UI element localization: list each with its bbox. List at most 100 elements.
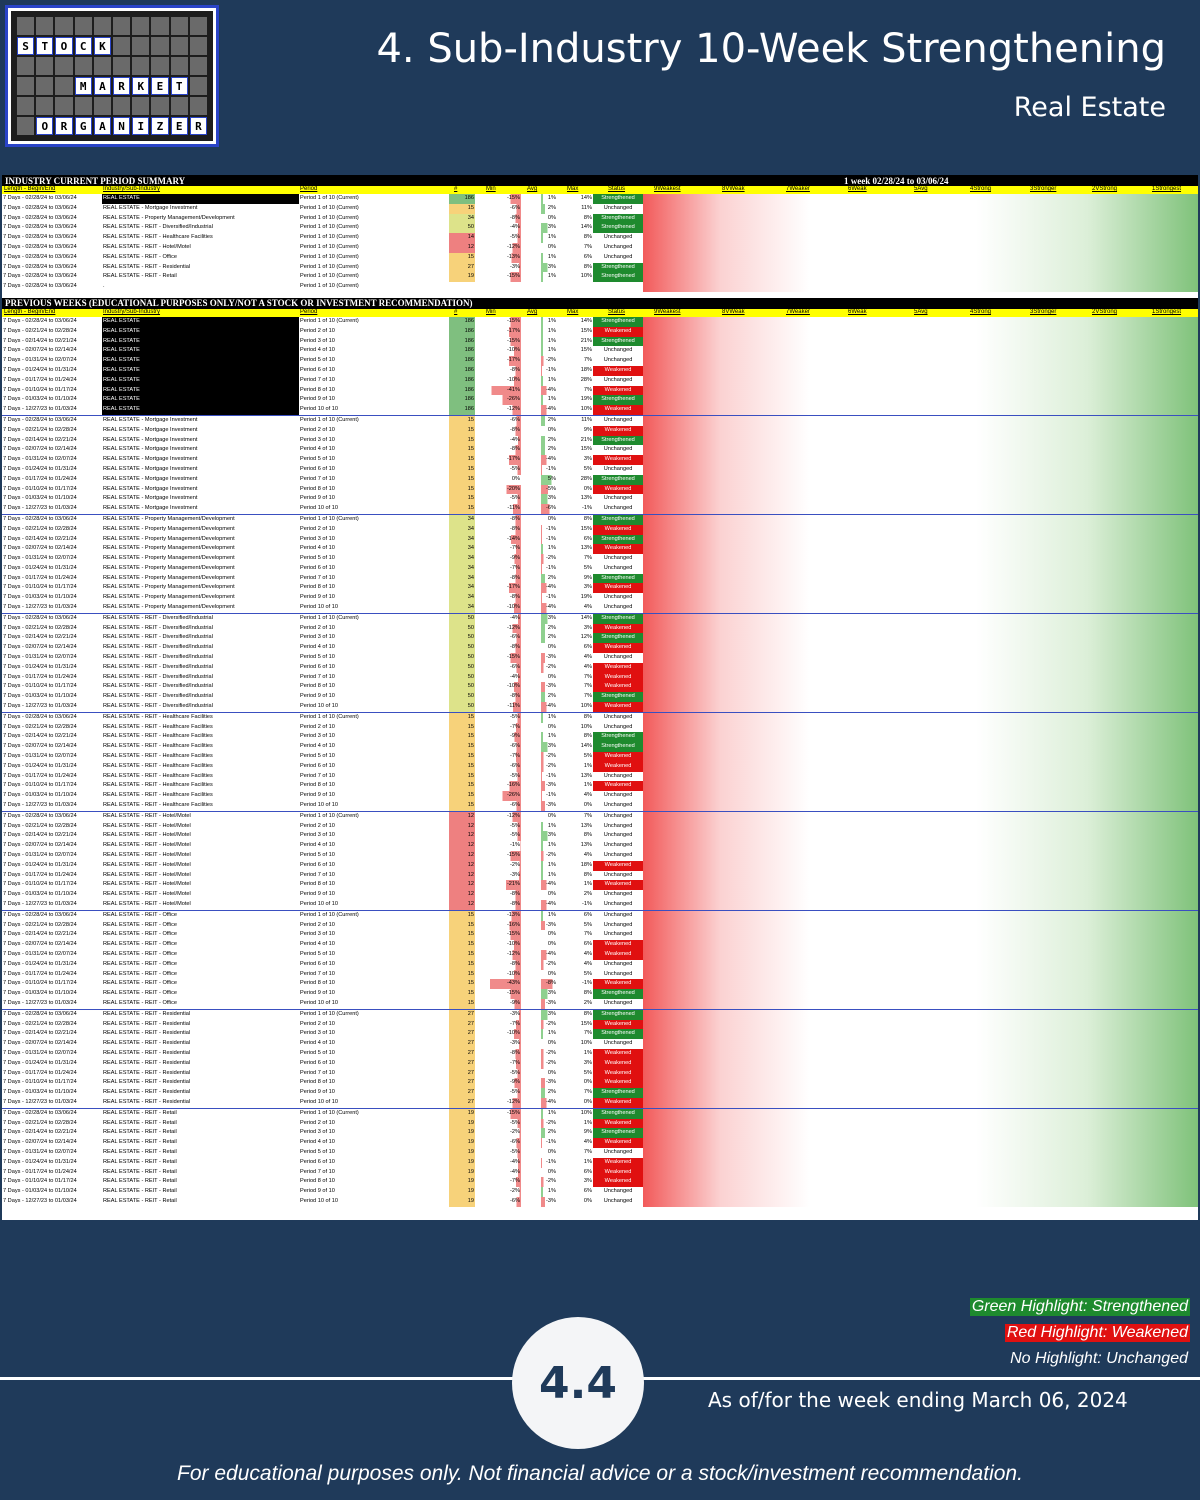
period-cell: Period 7 of 10 — [300, 475, 335, 482]
industry-cell: REAL ESTATE - REIT - Hotel/Motel — [103, 861, 191, 868]
count-cell: 15 — [449, 484, 475, 495]
heatmap-gradient — [643, 554, 1198, 564]
count-cell: 15 — [449, 711, 475, 723]
min-cell: -2% — [475, 860, 521, 871]
heatmap-gradient — [643, 1118, 1198, 1129]
min-cell: -15% — [475, 1107, 521, 1119]
count-cell: 50 — [449, 623, 475, 634]
period-cell: Period 9 of 10 — [300, 891, 335, 898]
table-row: 7 Days - 02/14/24 to 02/21/24 REAL ESTATE… — [2, 633, 1198, 644]
industry-cell: REAL ESTATE - Property Management/Develo… — [102, 513, 299, 525]
count-cell: 15 — [449, 781, 475, 792]
avg-cell: 0% — [547, 723, 556, 730]
status-cell: Weakened — [593, 1167, 643, 1178]
industry-cell: REAL ESTATE - REIT - Diversified/Industr… — [103, 693, 213, 700]
avg-cell: 1% — [521, 1107, 557, 1119]
column-header-min: Min — [486, 308, 496, 315]
min-cell: -9% — [475, 732, 521, 743]
avg-cell: 0% — [547, 1168, 556, 1175]
count-cell: 19 — [449, 1196, 475, 1207]
count-cell: 15 — [449, 761, 475, 772]
logo-letter: A — [93, 77, 111, 95]
length-cell: 7 Days - 01/03/24 to 01/10/24 — [3, 990, 77, 997]
max-cell: 1% — [583, 782, 592, 789]
period-cell: Period 2 of 10 — [300, 327, 335, 334]
industry-cell: REAL ESTATE - Mortgage Investment — [103, 495, 198, 502]
table-row: 7 Days - 01/03/24 to 01/10/24 REAL ESTATE… — [2, 395, 1198, 406]
industry-cell: REAL ESTATE - Property Management/Develo… — [103, 525, 235, 532]
avg-cell: -2% — [521, 1058, 557, 1069]
table-row: 7 Days - 01/10/24 to 01/17/24 REAL ESTATE… — [2, 682, 1198, 693]
avg-cell — [521, 282, 557, 292]
max-cell: 28% — [580, 376, 592, 383]
column-header-w6: 6Weak — [848, 308, 867, 315]
status-cell: Strengthened — [593, 474, 643, 485]
avg-cell: -2% — [521, 851, 557, 861]
strength-heatmap-cell — [643, 1187, 1198, 1197]
spreadsheet: INDUSTRY CURRENT PERIOD SUMMARY 1 week 0… — [2, 175, 1198, 1220]
period-cell: Period 9 of 10 — [300, 495, 335, 502]
max-cell: 7% — [583, 1030, 592, 1037]
status-cell: Unchanged — [603, 505, 633, 512]
industry-cell: REAL ESTATE - REIT - Diversified/Industr… — [103, 703, 213, 710]
length-cell: 7 Days - 02/14/24 to 02/21/24 — [3, 832, 77, 839]
status-cell: Unchanged — [603, 204, 633, 211]
heatmap-gradient — [643, 911, 1198, 921]
min-cell: -4% — [475, 1167, 521, 1178]
heatmap-gradient — [643, 940, 1198, 950]
count-cell: 186 — [449, 356, 475, 366]
max-cell: 15% — [580, 525, 592, 532]
logo-tile — [151, 97, 169, 115]
max-cell: 18% — [580, 366, 592, 373]
period-cell: Period 6 of 10 — [300, 465, 335, 472]
table-row: 7 Days - 02/28/24 to 03/06/24 REAL ESTATE… — [2, 223, 1198, 234]
count-cell: 50 — [449, 653, 475, 663]
max-cell: 7% — [583, 357, 592, 364]
logo-tile — [113, 57, 131, 75]
industry-cell: REAL ESTATE — [102, 385, 299, 396]
table-row: 7 Days - 01/17/24 to 01/24/24 REAL ESTATE… — [2, 870, 1198, 881]
length-cell: 7 Days - 01/10/24 to 01/17/24 — [3, 386, 77, 393]
count-cell: 15 — [449, 732, 475, 743]
table-row: 7 Days - 01/24/24 to 01/31/24 REAL ESTATE… — [2, 959, 1198, 970]
min-cell: -15% — [475, 930, 521, 941]
status-cell: Unchanged — [603, 723, 633, 730]
length-cell: 7 Days - 02/14/24 to 02/21/24 — [3, 634, 77, 641]
status-cell: Strengthened — [593, 1107, 643, 1119]
max-cell: 13% — [580, 545, 592, 552]
heatmap-gradient — [643, 252, 1198, 263]
heatmap-gradient — [643, 821, 1198, 832]
length-cell: 7 Days - 01/24/24 to 01/31/24 — [3, 366, 77, 373]
min-cell: -11% — [475, 702, 521, 713]
period-cell: Period 1 of 10 (Current) — [299, 711, 449, 723]
status-cell: Unchanged — [593, 909, 643, 921]
logo-tile — [113, 37, 131, 55]
period-cell: Period 1 of 10 (Current) — [299, 810, 449, 822]
min-cell: -10% — [475, 682, 521, 693]
period-cell: Period 10 of 10 — [300, 802, 338, 809]
table-row: 7 Days - 01/24/24 to 01/31/24 REAL ESTATE… — [2, 761, 1198, 772]
length-cell: 7 Days - 01/10/24 to 01/17/24 — [3, 485, 77, 492]
heatmap-gradient — [643, 812, 1198, 822]
industry-cell: REAL ESTATE - REIT - Healthcare Faciliti… — [103, 802, 213, 809]
length-cell: 7 Days - 02/21/24 to 02/28/24 — [3, 1020, 77, 1027]
count-cell: 27 — [449, 1008, 475, 1020]
avg-cell: 3% — [521, 223, 557, 234]
max-cell: 6% — [583, 535, 592, 542]
table-row: 7 Days - 02/21/24 to 02/28/24 REAL ESTATE… — [2, 524, 1198, 535]
strength-heatmap-cell — [643, 920, 1198, 931]
table-row: 7 Days - 02/28/24 to 03/06/24 REAL ESTATE… — [2, 513, 1198, 525]
max-cell: 15% — [580, 327, 592, 334]
length-cell: 7 Days - 01/31/24 to 02/07/24 — [3, 654, 77, 661]
industry-cell: REAL ESTATE - Mortgage Investment — [102, 414, 299, 426]
period-cell: Period 10 of 10 — [300, 1098, 338, 1105]
strength-heatmap-cell — [643, 375, 1198, 386]
avg-cell: 0% — [547, 426, 556, 433]
industry-cell: REAL ESTATE - REIT - Healthcare Faciliti… — [103, 792, 213, 799]
status-cell: Strengthened — [593, 1088, 643, 1098]
table-row: 7 Days - 01/24/24 to 01/31/24 REAL ESTATE… — [2, 860, 1198, 871]
period-cell: Period 5 of 10 — [300, 1049, 335, 1056]
table-row: 7 Days - 01/31/24 to 02/07/24 REAL ESTATE… — [2, 554, 1198, 564]
count-cell: 50 — [449, 682, 475, 693]
count-cell: 27 — [449, 1078, 475, 1089]
